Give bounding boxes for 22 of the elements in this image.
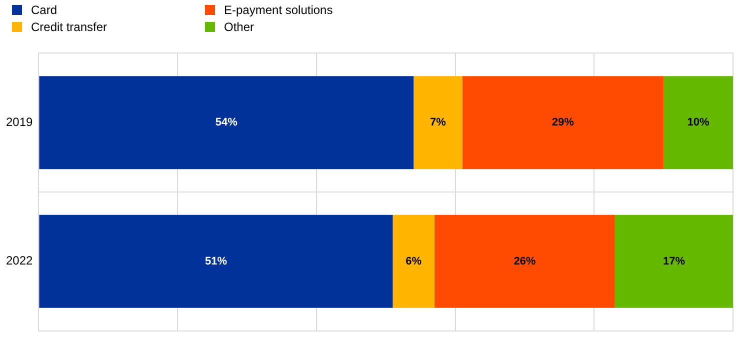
data-label: 26% (514, 255, 536, 268)
data-label: 6% (406, 255, 422, 268)
bar (462, 76, 664, 170)
legend-label: Card (31, 2, 58, 16)
legend-label: Other (224, 20, 254, 34)
bar (414, 76, 462, 170)
data-label: 54% (215, 116, 238, 129)
bar (39, 76, 414, 170)
legend-label: E-payment solutions (224, 2, 333, 16)
data-label: 7% (430, 116, 446, 129)
data-label: 17% (662, 255, 686, 268)
bar (434, 214, 615, 308)
y-tick-label: 2022 (6, 254, 34, 268)
data-label: 10% (687, 116, 710, 129)
y-tick-label: 2019 (6, 114, 34, 129)
legend-label: Credit transfer (31, 20, 108, 34)
data-label: 29% (552, 116, 574, 129)
bar (664, 76, 733, 170)
bar (614, 214, 733, 308)
bar (392, 214, 434, 308)
data-label: 51% (204, 255, 228, 268)
bar (39, 214, 393, 308)
